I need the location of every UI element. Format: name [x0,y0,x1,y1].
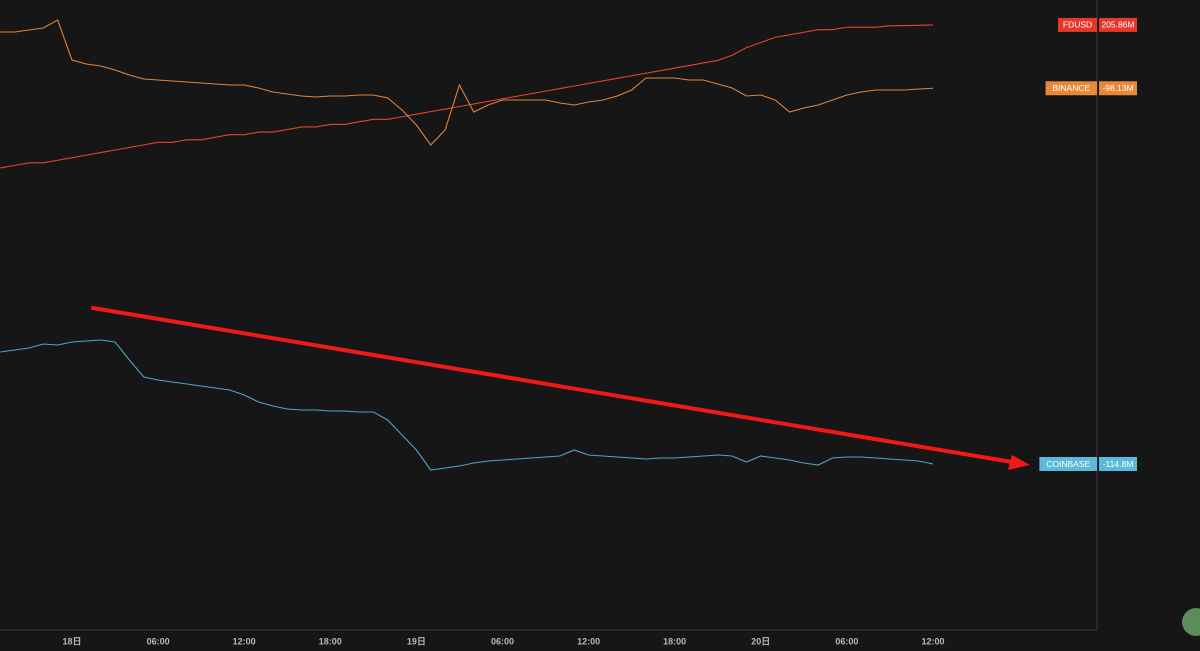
avatar [1182,608,1200,636]
x-tick-label: 20日 [751,636,770,646]
series-value-label: 205.86M [1101,20,1134,30]
series-line [0,19,934,146]
series-name: COINBASE [1046,459,1090,469]
x-tick-label: 06:00 [491,636,514,646]
x-tick-label: 06:00 [835,636,858,646]
series-name-box [1045,81,1097,96]
series-line [0,24,934,169]
series-name: BINANCE [1052,83,1090,93]
series-name-box [1058,17,1097,32]
lines [0,19,934,471]
series-value-label: -98.13M [1102,83,1133,93]
series-name: FDUSD [1063,20,1092,30]
series-value-label: -114.8M [1103,459,1134,469]
series-value-box [1099,17,1137,32]
x-tick-label: 12:00 [233,636,256,646]
trend-arrow [91,306,1030,470]
x-tick-label: 06:00 [147,636,170,646]
x-tick-label: 12:00 [577,636,600,646]
x-tick-label: 19日 [407,636,426,646]
series-value-box [1099,81,1137,96]
x-tick-label: 18日 [62,636,81,646]
arrow-head [1008,455,1030,470]
x-tick-label: 18:00 [319,636,342,646]
series-name-box [1039,457,1097,471]
series-value-box [1099,457,1137,471]
x-tick-label: 18:00 [663,636,686,646]
series-line [0,339,934,471]
x-tick-label: 12:00 [921,636,944,646]
arrow-shaft [91,306,1014,464]
